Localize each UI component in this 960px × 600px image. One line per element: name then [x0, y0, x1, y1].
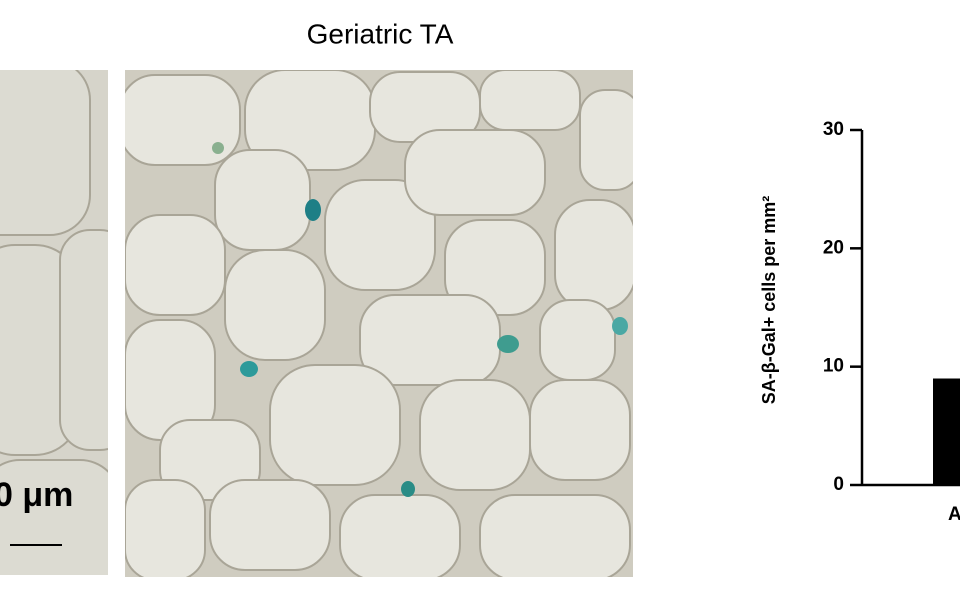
y-tick-label: 30: [823, 119, 844, 140]
y-axis-label: SA-β-Gal+ cells per mm²: [759, 196, 779, 405]
left-micrograph: [0, 70, 108, 575]
y-tick-label: 20: [823, 237, 844, 258]
y-tick-label: 0: [833, 474, 844, 495]
x-tick-label: A: [948, 504, 960, 525]
bar: [933, 378, 960, 485]
y-tick-label: 10: [823, 356, 844, 377]
panel-title: Geriatric TA: [307, 18, 454, 49]
middle-micrograph: [125, 70, 633, 577]
scale-bar-label: 0 μm: [0, 476, 73, 514]
